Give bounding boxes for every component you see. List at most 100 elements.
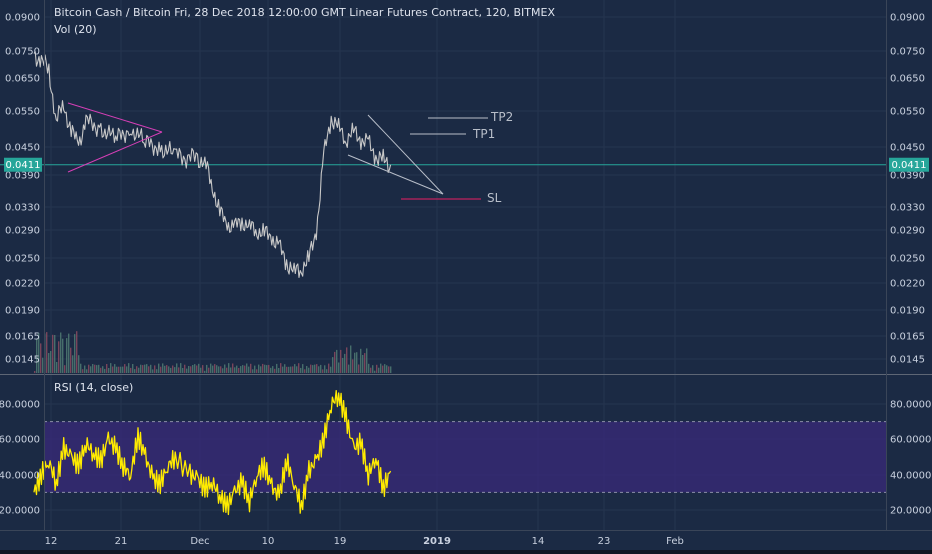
volume-bar: [368, 363, 370, 373]
volume-bar: [82, 369, 84, 373]
rsi-tick-label-left: 80.0000: [0, 400, 40, 411]
price-tick-label-left: 0.0190: [5, 306, 40, 317]
volume-bar: [134, 369, 136, 373]
volume-bar: [196, 365, 198, 373]
price-tick-label-right: 0.0220: [890, 279, 925, 290]
volume-bar: [180, 363, 182, 373]
price-tick-label-left: 0.0250: [5, 254, 40, 265]
price-tick-label-left: 0.0650: [5, 74, 40, 85]
volume-bar: [234, 367, 236, 373]
volume-bar: [192, 365, 194, 373]
volume-bar: [240, 366, 242, 373]
triangle-lower-line[interactable]: [67, 131, 163, 173]
rsi-series-line[interactable]: [33, 389, 392, 516]
volume-bar: [236, 365, 238, 373]
volume-bar: [146, 364, 148, 373]
volume-bar: [210, 363, 212, 373]
price-tick-label-left: 0.0900: [5, 13, 40, 24]
volume-bar: [284, 364, 286, 373]
volume-bar: [162, 363, 164, 373]
volume-bar: [116, 366, 118, 373]
volume-bar: [154, 365, 156, 373]
volume-bar: [346, 347, 348, 373]
price-tick-label-right: 0.0450: [890, 143, 925, 154]
price-tick-label-left: 0.0330: [5, 203, 40, 214]
volume-bar: [288, 366, 290, 373]
volume-bar: [292, 366, 294, 373]
volume-bar: [226, 367, 228, 373]
time-tick-label: Dec: [190, 536, 209, 547]
volume-bar: [232, 363, 234, 373]
rsi-tick-label-right: 60.0000: [890, 435, 931, 446]
wedge-upper-line[interactable]: [367, 114, 444, 195]
time-tick-label: 2019: [423, 536, 451, 547]
triangle-upper-line[interactable]: [67, 102, 163, 133]
stop-loss-label: SL: [487, 191, 502, 205]
volume-bar: [204, 370, 206, 373]
volume-bar: [338, 362, 340, 373]
price-tick-label-right: 0.0250: [890, 254, 925, 265]
price-tick-label-right: 0.0650: [890, 74, 925, 85]
volume-bar: [314, 364, 316, 373]
volume-bar: [206, 364, 208, 373]
volume-bar: [252, 369, 254, 373]
volume-bar: [90, 366, 92, 373]
volume-bar: [344, 353, 346, 373]
volume-bar: [100, 367, 102, 373]
volume-bar: [334, 351, 336, 373]
rsi-tick-label-right: 40.0000: [890, 471, 931, 482]
volume-bar: [148, 366, 150, 373]
volume-bar: [242, 365, 244, 373]
volume-bar: [216, 365, 218, 373]
price-tick-label-left: 0.0750: [5, 47, 40, 58]
volume-bar: [198, 363, 200, 373]
volume-bar: [352, 359, 354, 373]
volume-bar: [74, 334, 76, 373]
volume-bar: [356, 352, 358, 373]
volume-bar: [202, 365, 204, 373]
volume-bar: [66, 338, 68, 373]
price-tick-label-left: 0.0145: [5, 355, 40, 366]
volume-bar: [136, 366, 138, 373]
volume-bar: [384, 364, 386, 373]
volume-bar: [124, 364, 126, 373]
volume-bar: [56, 362, 58, 373]
volume-bar: [130, 367, 132, 373]
price-tick-label-left: 0.0450: [5, 143, 40, 154]
volume-bar: [88, 364, 90, 373]
wedge-lower-line[interactable]: [347, 154, 444, 195]
volume-bar: [172, 365, 174, 373]
volume-bar: [214, 364, 216, 373]
volume-bar: [262, 363, 264, 373]
price-axis-background: [886, 0, 932, 530]
price-tick-label-left: 0.0220: [5, 279, 40, 290]
rsi-legend[interactable]: RSI (14, close): [54, 381, 133, 394]
price-tick-label-left: 0.0550: [5, 107, 40, 118]
price-series-line[interactable]: [33, 51, 392, 278]
volume-legend[interactable]: Vol (20): [54, 23, 97, 36]
price-tick-label-right: 0.0165: [890, 332, 925, 343]
last-price-tag-right-background: [889, 157, 929, 172]
price-tick-label-left: 0.0390: [5, 171, 40, 182]
volume-bar: [72, 355, 74, 373]
price-tick-label-right: 0.0390: [890, 171, 925, 182]
chart-title[interactable]: Bitcoin Cash / Bitcoin Fri, 28 Dec 2018 …: [54, 6, 555, 19]
volume-bar: [360, 348, 362, 373]
volume-bar: [296, 366, 298, 373]
volume-bar: [378, 367, 380, 373]
tp1-label: TP1: [472, 127, 495, 141]
volume-bar: [164, 365, 166, 373]
volume-bar: [220, 366, 222, 373]
volume-bar: [170, 367, 172, 373]
rsi-tick-label-left: 20.0000: [0, 506, 40, 517]
drawings[interactable]: TP2 TP1 SL: [67, 102, 513, 205]
volume-bar: [390, 366, 392, 373]
volume-bar: [322, 369, 324, 373]
volume-bar: [158, 363, 160, 373]
volume-bar: [110, 363, 112, 373]
time-tick-label: 23: [598, 536, 611, 547]
time-tick-label: 19: [334, 536, 347, 547]
volume-bar: [50, 351, 52, 373]
